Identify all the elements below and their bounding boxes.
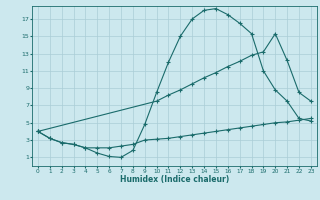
X-axis label: Humidex (Indice chaleur): Humidex (Indice chaleur)	[120, 175, 229, 184]
